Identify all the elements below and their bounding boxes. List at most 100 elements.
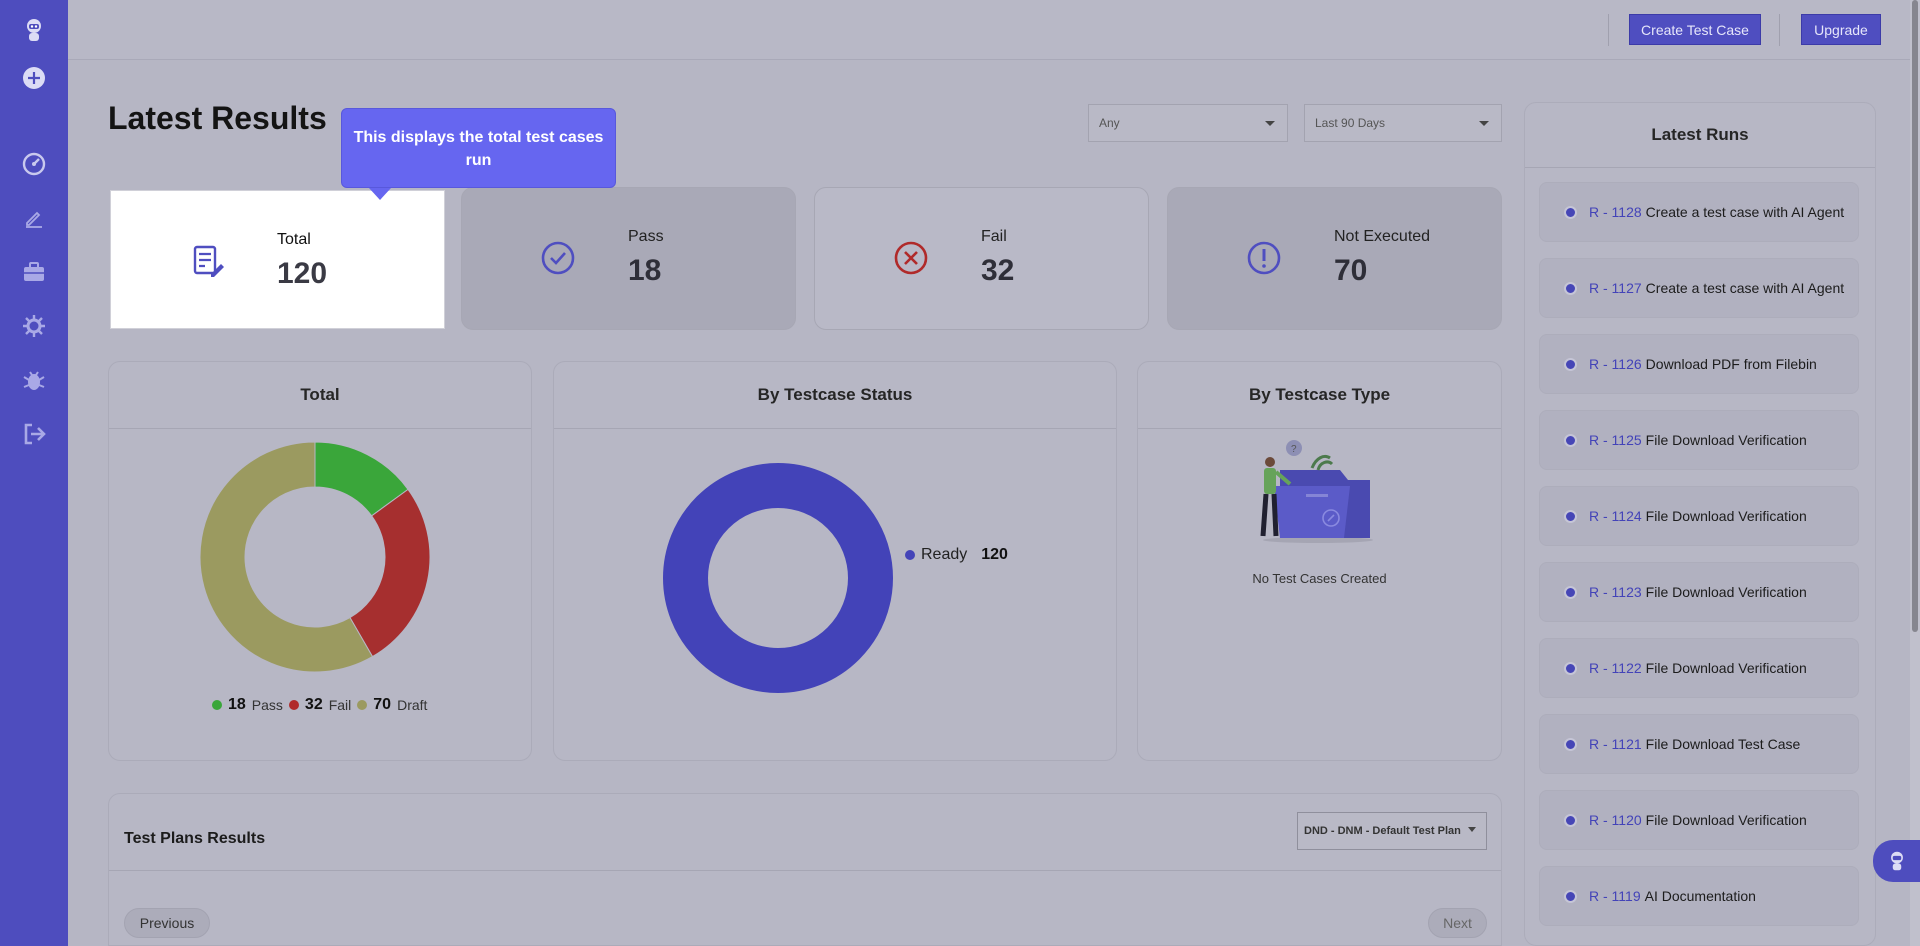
stat-card-total[interactable]: Total 120 bbox=[110, 190, 445, 329]
panel-title: By Testcase Type bbox=[1248, 385, 1391, 404]
stat-card-fail[interactable]: Fail 32 bbox=[814, 187, 1149, 330]
stat-label: Pass bbox=[628, 228, 664, 245]
run-name: Create a test case with AI Agent bbox=[1645, 280, 1845, 296]
slice-fail[interactable] bbox=[349, 488, 431, 658]
run-id-link[interactable]: R - 1122 bbox=[1589, 660, 1642, 676]
run-id-link[interactable]: R - 1119 bbox=[1589, 888, 1641, 904]
scrollbar-thumb[interactable] bbox=[1912, 0, 1918, 632]
run-list-item[interactable]: R - 1124 File Download Verification bbox=[1539, 486, 1859, 546]
slice-ready[interactable] bbox=[663, 463, 893, 693]
run-id-link[interactable]: R - 1125 bbox=[1589, 432, 1642, 448]
run-list-item[interactable]: R - 1125 File Download Verification bbox=[1539, 410, 1859, 470]
run-name: File Download Verification bbox=[1645, 584, 1807, 600]
status-filter-select[interactable]: Any bbox=[1088, 104, 1288, 142]
stat-value: 18 bbox=[628, 254, 662, 287]
robot-logo-icon[interactable] bbox=[20, 16, 48, 44]
create-test-case-button[interactable]: Create Test Case bbox=[1629, 14, 1761, 45]
stat-value: 70 bbox=[1334, 254, 1368, 287]
run-name: File Download Verification bbox=[1645, 508, 1807, 524]
run-list-item[interactable]: R - 1122 File Download Verification bbox=[1539, 638, 1859, 698]
run-id-link[interactable]: R - 1126 bbox=[1589, 356, 1642, 372]
next-button[interactable]: Next bbox=[1428, 908, 1487, 938]
run-list-item[interactable]: R - 1126 Download PDF from Filebin bbox=[1539, 334, 1859, 394]
period-filter-value: Last 90 Days bbox=[1315, 116, 1386, 130]
stat-card-pass[interactable]: Pass 18 bbox=[461, 187, 796, 330]
fail-legend-dot bbox=[288, 700, 299, 710]
legend-label: Fail bbox=[328, 697, 352, 713]
onboarding-tooltip: This displays the total test cases run bbox=[341, 108, 616, 188]
stat-value: 120 bbox=[277, 257, 328, 290]
run-id-link[interactable]: R - 1128 bbox=[1589, 204, 1642, 220]
settings-gear-icon[interactable] bbox=[20, 312, 48, 340]
previous-button[interactable]: Previous bbox=[124, 908, 210, 938]
header-divider bbox=[1779, 14, 1780, 46]
run-status-dot bbox=[1564, 737, 1577, 751]
plus-icon[interactable] bbox=[20, 64, 48, 92]
exclamation-circle-icon bbox=[1247, 241, 1281, 275]
run-status-dot bbox=[1564, 357, 1577, 371]
status-filter-value: Any bbox=[1099, 116, 1120, 130]
panel-divider bbox=[554, 428, 1116, 429]
run-id-link[interactable]: R - 1127 bbox=[1589, 280, 1642, 296]
run-id-link[interactable]: R - 1121 bbox=[1589, 736, 1642, 752]
run-list-item[interactable]: R - 1119 AI Documentation bbox=[1539, 866, 1859, 926]
run-list-item[interactable]: R - 1121 File Download Test Case bbox=[1539, 714, 1859, 774]
upgrade-button[interactable]: Upgrade bbox=[1801, 14, 1881, 45]
header-divider bbox=[1608, 14, 1609, 46]
stat-label: Fail bbox=[981, 228, 1007, 245]
edit-icon[interactable] bbox=[20, 204, 48, 232]
sidebar bbox=[0, 0, 68, 946]
run-status-dot bbox=[1564, 281, 1577, 295]
pass-legend-dot bbox=[212, 700, 222, 710]
legend-label: Pass bbox=[251, 697, 283, 713]
panel-divider bbox=[1525, 167, 1875, 168]
status-chart-legend: Ready 120 bbox=[905, 546, 1014, 564]
x-circle-icon bbox=[894, 241, 928, 275]
period-filter-select[interactable]: Last 90 Days bbox=[1304, 104, 1502, 142]
chevron-down-icon bbox=[1468, 827, 1476, 832]
test-cases-icon bbox=[193, 245, 224, 277]
chevron-down-icon bbox=[1265, 121, 1275, 126]
run-name: Create a test case with AI Agent bbox=[1645, 204, 1845, 220]
bug-icon[interactable] bbox=[20, 366, 48, 394]
legend-label: Ready bbox=[921, 546, 968, 563]
chevron-down-icon bbox=[1479, 121, 1489, 126]
stat-card-not-executed[interactable]: Not Executed 70 bbox=[1167, 187, 1502, 330]
dashboard-gauge-icon[interactable] bbox=[20, 150, 48, 178]
run-status-dot bbox=[1564, 661, 1577, 675]
run-name: File Download Verification bbox=[1645, 812, 1807, 828]
run-id-link[interactable]: R - 1123 bbox=[1589, 584, 1642, 600]
test-plan-select[interactable]: DND - DNM - Default Test Plan bbox=[1297, 812, 1487, 850]
plans-title: Test Plans Results bbox=[124, 830, 266, 847]
run-id-link[interactable]: R - 1120 bbox=[1589, 812, 1642, 828]
run-list-item[interactable]: R - 1123 File Download Verification bbox=[1539, 562, 1859, 622]
logout-icon[interactable] bbox=[20, 420, 48, 448]
run-name: File Download Verification bbox=[1645, 660, 1807, 676]
run-list-item[interactable]: R - 1127 Create a test case with AI Agent bbox=[1539, 258, 1859, 318]
run-id-link[interactable]: R - 1124 bbox=[1589, 508, 1642, 524]
type-chart-panel: By Testcase Type ? No Test Cases Created bbox=[1137, 361, 1502, 761]
total-donut-chart bbox=[199, 441, 431, 673]
chat-assistant-button[interactable] bbox=[1873, 840, 1920, 882]
page-title: Latest Results bbox=[108, 100, 327, 136]
stat-label: Not Executed bbox=[1334, 228, 1431, 245]
stat-label: Total bbox=[277, 231, 311, 248]
test-plan-value: DND - DNM - Default Test Plan bbox=[1304, 825, 1461, 837]
run-status-dot bbox=[1564, 205, 1577, 219]
panel-divider bbox=[109, 870, 1501, 871]
run-name: Download PDF from Filebin bbox=[1645, 356, 1817, 372]
run-status-dot bbox=[1564, 585, 1577, 599]
run-list-item[interactable]: R - 1120 File Download Verification bbox=[1539, 790, 1859, 850]
top-header: Create Test Case Upgrade bbox=[68, 0, 1920, 60]
run-status-dot bbox=[1564, 433, 1577, 447]
briefcase-icon[interactable] bbox=[20, 258, 48, 286]
panel-title: By Testcase Status bbox=[757, 385, 913, 404]
stat-value: 32 bbox=[981, 254, 1015, 287]
run-status-dot bbox=[1564, 813, 1577, 827]
run-list-item[interactable]: R - 1128 Create a test case with AI Agent bbox=[1539, 182, 1859, 242]
draft-legend-dot bbox=[357, 700, 368, 710]
total-chart-panel: Total 18 Pass 32 Fail 70 Draft bbox=[108, 361, 532, 761]
legend-value: 120 bbox=[981, 546, 1008, 563]
run-name: File Download Verification bbox=[1645, 432, 1807, 448]
slice-draft[interactable] bbox=[199, 441, 374, 673]
